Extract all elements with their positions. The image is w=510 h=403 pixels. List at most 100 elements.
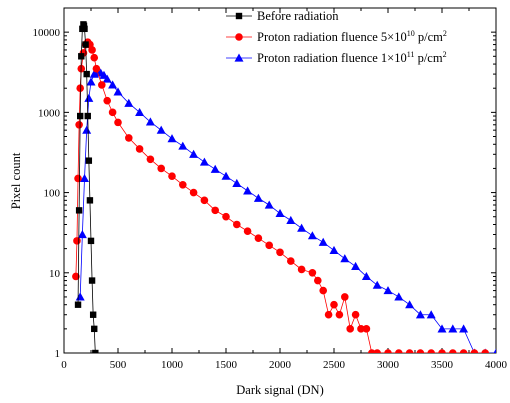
x-tick-label: 2000 (269, 359, 292, 371)
data-point (88, 46, 96, 54)
data-point (493, 348, 496, 353)
series-3 (75, 67, 496, 353)
data-point (329, 245, 339, 255)
y-tick-label: 1000 (38, 107, 61, 119)
data-point (156, 125, 166, 134)
data-point (357, 325, 365, 333)
data-point (90, 53, 99, 62)
data-point (200, 196, 209, 205)
data-point (265, 241, 274, 250)
data-point (324, 310, 333, 319)
data-point (77, 112, 84, 120)
legend-label: Proton radiation fluence 1×1011 p/cm2 (257, 50, 447, 65)
data-point (340, 254, 350, 263)
data-point (146, 155, 155, 164)
data-point (233, 220, 241, 229)
data-point (335, 310, 344, 319)
data-point (114, 118, 122, 127)
data-point (221, 171, 231, 180)
data-point (395, 349, 403, 353)
data-point (307, 231, 317, 240)
legend-label: Proton radiation fluence 5×1010 p/cm2 (257, 29, 447, 44)
data-point (84, 93, 94, 102)
data-point (394, 292, 404, 301)
data-point (76, 84, 84, 93)
data-point (78, 53, 85, 60)
series-layer (72, 21, 496, 353)
x-tick-label: 1500 (215, 359, 238, 371)
x-tick-label: 3500 (431, 359, 454, 371)
data-point (448, 324, 458, 333)
data-point (362, 325, 371, 333)
data-point (75, 120, 83, 129)
data-point (318, 237, 328, 246)
data-point (125, 134, 133, 142)
data-point (75, 292, 85, 301)
data-point (459, 324, 469, 333)
data-point (308, 268, 317, 277)
x-tick-label: 0 (61, 359, 67, 371)
data-point (91, 325, 98, 333)
x-tick-label: 4000 (485, 359, 508, 371)
data-point (405, 300, 415, 309)
data-point (351, 310, 360, 319)
data-point (361, 271, 371, 281)
series-2 (72, 38, 489, 353)
data-point (373, 349, 381, 353)
data-point (459, 349, 468, 353)
data-point (83, 70, 90, 78)
legend-marker (235, 33, 243, 41)
data-point (80, 173, 90, 183)
data-point (470, 349, 479, 353)
data-point (314, 276, 322, 285)
data-point (426, 310, 436, 319)
data-point (416, 349, 425, 353)
data-point (232, 178, 242, 188)
y-axis-title: Pixel count (9, 152, 23, 209)
data-point (87, 237, 95, 245)
data-point (74, 301, 82, 308)
data-point (77, 230, 87, 239)
data-point (481, 349, 489, 353)
data-point (92, 349, 99, 353)
y-tick-label: 10 (49, 268, 61, 280)
data-point (254, 234, 263, 242)
data-point (189, 188, 198, 197)
data-point (297, 223, 307, 232)
data-point (135, 107, 145, 116)
data-point (135, 145, 144, 153)
data-point (86, 197, 94, 204)
data-point (168, 172, 176, 181)
data-point (74, 174, 82, 183)
x-tick-label: 3000 (377, 359, 400, 371)
data-point (222, 212, 230, 221)
data-point (108, 80, 118, 89)
x-tick-label: 1000 (161, 359, 184, 371)
data-point (86, 77, 96, 86)
x-axis-title: Dark signal (DN) (236, 383, 323, 397)
y-tick-label: 100 (44, 188, 61, 200)
data-point (275, 208, 285, 217)
data-point (276, 248, 284, 257)
axis-ticks: 0 500 1000 1500 2000 2500 3000 3500 4000 1 10 100 10… (33, 7, 508, 371)
data-point (89, 311, 97, 318)
data-point (157, 164, 165, 173)
data-point (341, 293, 349, 301)
series-line (77, 23, 96, 353)
data-point (82, 125, 92, 134)
data-point (73, 237, 81, 245)
data-point (211, 206, 219, 215)
x-tick-label: 2500 (323, 359, 346, 371)
data-point (82, 41, 89, 48)
legend-item: Proton radiation fluence 1×1011 p/cm2 (226, 50, 447, 65)
data-point (178, 141, 188, 150)
data-point (286, 215, 296, 224)
y-tick-label: 1 (55, 348, 61, 360)
data-point (384, 349, 392, 353)
legend-item: Before radiation (226, 9, 339, 23)
data-point (351, 261, 361, 271)
data-point (113, 87, 123, 96)
data-point (75, 207, 83, 214)
